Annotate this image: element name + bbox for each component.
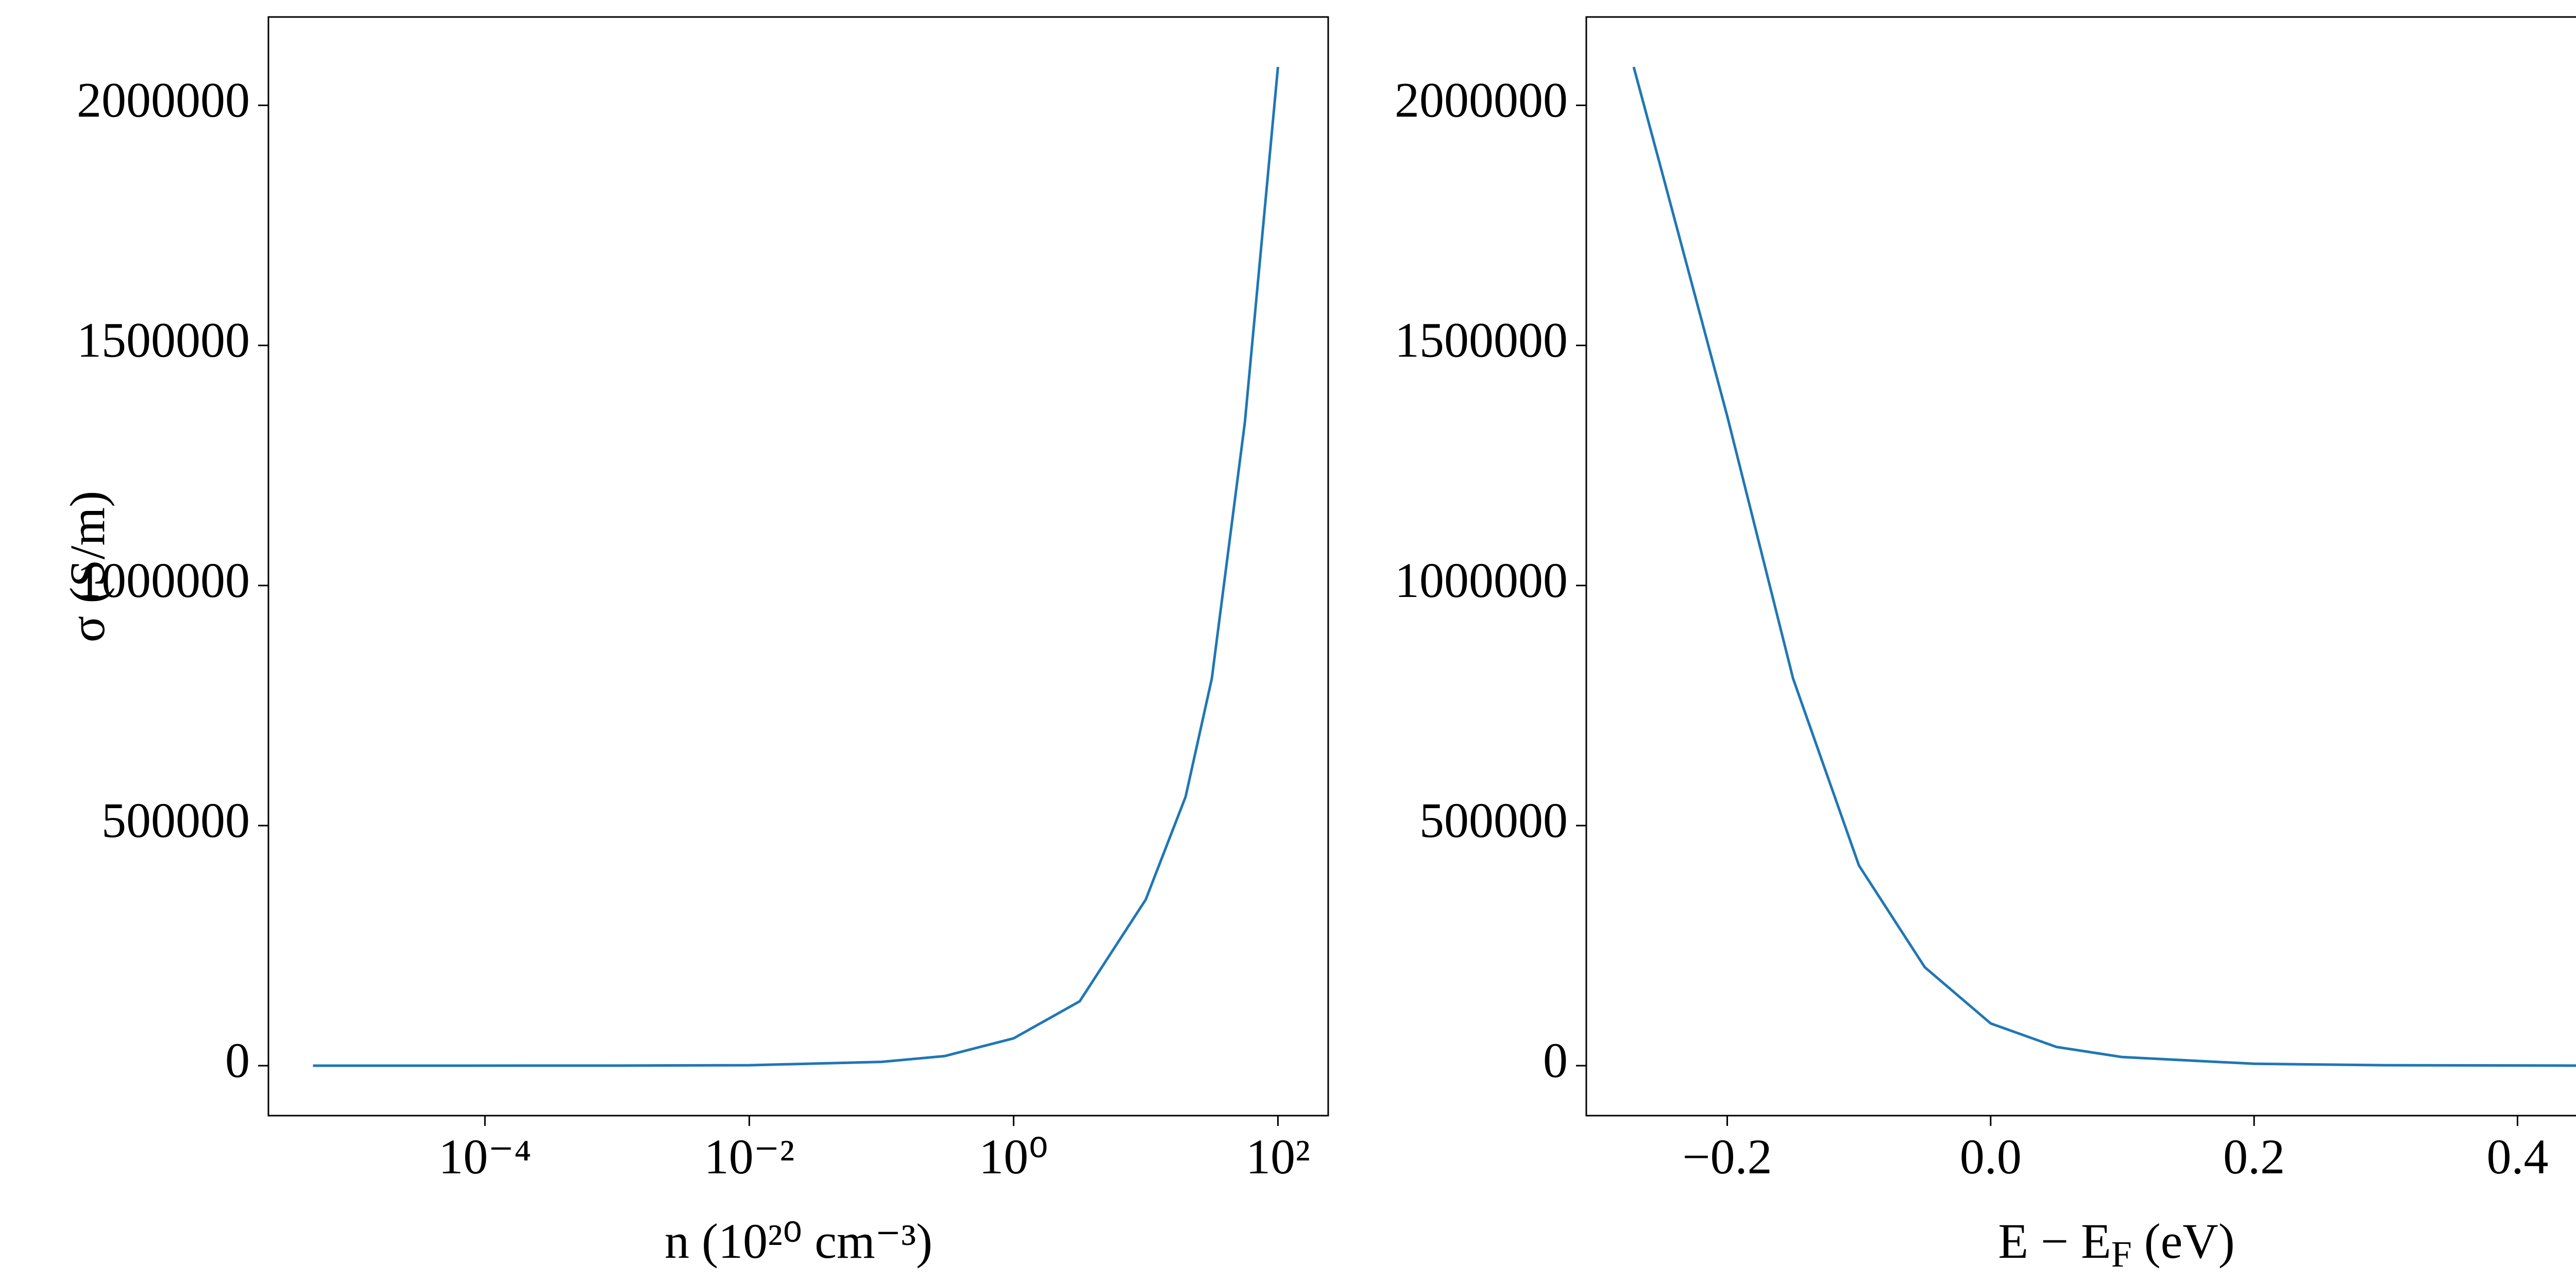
plot-frame (267, 16, 1329, 1117)
x-tick-label: 0.2 (2223, 1129, 2285, 1184)
x-axis-label: n (10²⁰ cm⁻³) (665, 1213, 933, 1269)
y-tick-label: 1000000 (77, 553, 250, 608)
x-tick-label: 0.4 (2486, 1129, 2548, 1184)
x-axis-label-sub: F (2111, 1234, 2132, 1275)
y-tick-label: 500000 (101, 793, 250, 848)
plot-frame (1585, 16, 2576, 1117)
y-tick-label: 1500000 (77, 313, 250, 368)
y-tick-label: 1500000 (1395, 313, 1568, 368)
x-axis-label: E − EF (eV) (1998, 1213, 2234, 1275)
x-axis-label-main: E − E (1998, 1213, 2111, 1269)
y-tick-label: 500000 (1419, 793, 1568, 848)
y-tick-label: 0 (225, 1033, 250, 1088)
y-tick-label: 1000000 (1395, 553, 1568, 608)
y-axis-label: σ (S/m) (60, 491, 115, 642)
line-series (1632, 66, 2576, 1067)
x-tick-label: −0.2 (1682, 1129, 1772, 1184)
x-tick-label: 10⁻⁴ (438, 1129, 531, 1184)
x-axis-label-tail: (eV) (2132, 1213, 2235, 1269)
x-tick-label: 0.0 (1960, 1129, 2022, 1184)
line-series (313, 66, 1279, 1067)
x-tick-label: 10² (1246, 1129, 1310, 1184)
y-tick-label: 0 (1543, 1033, 1568, 1088)
x-tick-label: 10⁰ (979, 1129, 1048, 1184)
x-tick-label: 10⁻² (704, 1129, 794, 1184)
y-tick-label: 2000000 (77, 73, 250, 128)
y-tick-label: 2000000 (1395, 73, 1568, 128)
